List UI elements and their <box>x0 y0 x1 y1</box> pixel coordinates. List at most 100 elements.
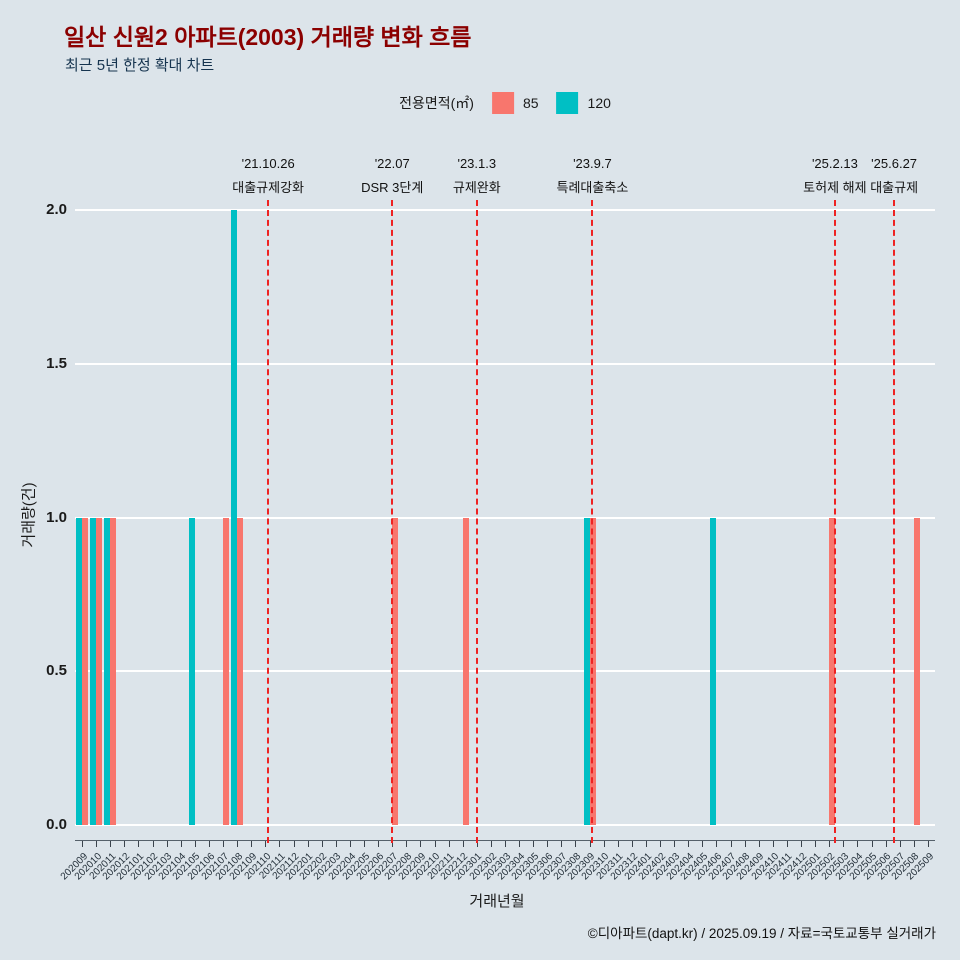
x-tick-mark <box>180 841 182 847</box>
event-line <box>833 200 836 843</box>
x-tick-mark <box>772 841 774 847</box>
event-label: 특례대출축소 <box>556 180 629 195</box>
y-tick-label-0.5: 0.5 <box>46 662 67 680</box>
x-tick-mark <box>166 841 168 847</box>
x-tick-mark <box>758 841 760 847</box>
x-tick-mark <box>462 841 464 847</box>
x-tick-mark <box>321 841 323 847</box>
x-tick-mark <box>406 841 408 847</box>
x-axis-title: 거래년월 <box>469 893 525 910</box>
x-tick-mark <box>899 841 901 847</box>
x-tick-mark <box>279 841 281 847</box>
legend-title: 전용면적(㎡) <box>399 95 474 111</box>
x-tick-mark <box>533 841 535 847</box>
x-tick-mark <box>786 841 788 847</box>
bar-85-202009 <box>82 517 89 825</box>
bar-120-202011 <box>104 517 111 825</box>
legend-label-85: 85 <box>522 95 539 111</box>
x-tick-mark <box>96 841 98 847</box>
bar-85-202010 <box>96 517 103 825</box>
x-tick-mark <box>843 841 845 847</box>
x-tick-mark <box>392 841 394 847</box>
x-tick-mark <box>561 841 563 847</box>
legend-swatch-85 <box>491 92 514 114</box>
x-tick-mark <box>744 841 746 847</box>
event-line <box>267 200 270 843</box>
y-tick-label-0.0: 0.0 <box>46 816 67 833</box>
bar-120-202105 <box>188 517 195 825</box>
bar-85-202212 <box>462 517 469 825</box>
legend-item-85: 85 <box>491 92 539 114</box>
event-date: '25.6.27 <box>871 156 918 171</box>
bar-85-202508 <box>913 517 920 825</box>
x-tick-mark <box>829 841 831 847</box>
x-tick-mark <box>378 841 380 847</box>
x-tick-mark <box>885 841 887 847</box>
event-label: 대출규제강화 <box>232 180 305 195</box>
gridline-0.5 <box>75 670 935 673</box>
gridline-1.5 <box>75 362 935 365</box>
event-label: DSR 3단계 <box>361 180 424 195</box>
event-date: '25.2.13 <box>811 156 858 171</box>
x-tick-mark <box>603 841 605 847</box>
bar-85-202207 <box>392 517 399 825</box>
bar-85-202011 <box>110 517 117 825</box>
legend-swatch-120 <box>556 92 579 114</box>
x-tick-mark <box>124 841 126 847</box>
y-tick-label-2.0: 2.0 <box>46 201 67 218</box>
legend-item-120: 120 <box>556 92 611 114</box>
x-tick-mark <box>152 841 154 847</box>
x-tick-mark <box>913 841 915 847</box>
x-tick-mark <box>660 841 662 847</box>
bar-85-202107 <box>223 517 230 825</box>
y-tick-label-1.0: 1.0 <box>46 508 67 526</box>
x-tick-mark <box>688 841 690 847</box>
x-tick-mark <box>519 841 521 847</box>
event-line <box>893 200 896 843</box>
gridline-0.0 <box>75 824 935 826</box>
x-tick-mark <box>82 841 84 847</box>
x-tick-mark <box>815 841 817 847</box>
x-tick-mark <box>617 841 619 847</box>
x-tick-mark <box>265 841 267 847</box>
x-tick-mark <box>645 841 647 847</box>
x-tick-mark <box>730 841 732 847</box>
legend: 전용면적(㎡) 85 120 <box>399 92 611 114</box>
gridline-2.0 <box>75 209 935 211</box>
bar-120-202309 <box>583 517 590 825</box>
x-tick-mark <box>505 841 506 847</box>
bar-120-202108 <box>231 210 238 825</box>
event-label: 규제완화 <box>452 180 501 195</box>
event-label: 대출규제 <box>870 180 919 195</box>
x-axis-line <box>75 840 935 841</box>
x-tick-mark <box>208 841 210 847</box>
x-tick-mark <box>674 841 676 847</box>
x-tick-mark <box>476 841 478 847</box>
legend-label-120: 120 <box>587 95 611 111</box>
x-tick-mark <box>448 841 450 847</box>
event-date: '23.9.7 <box>573 156 612 171</box>
bar-120-202009 <box>76 517 83 825</box>
x-tick-mark <box>857 841 859 847</box>
event-label: 토허제 해제 <box>803 180 867 195</box>
bar-85-202502 <box>829 517 836 825</box>
event-line <box>391 200 394 843</box>
x-tick-mark <box>349 841 351 847</box>
x-tick-mark <box>434 841 436 847</box>
footer-credit: ©디아파트(dapt.kr) / 2025.09.19 / 자료=국토교통부 실… <box>587 926 936 941</box>
event-date: '23.1.3 <box>457 156 497 171</box>
page-title: 일산 신원2 아파트(2003) 거래량 변화 흐름 <box>64 24 472 50</box>
x-tick-mark <box>490 841 492 847</box>
gridline-1.0 <box>75 516 935 519</box>
x-tick-mark <box>138 841 140 847</box>
x-tick-mark <box>702 841 704 847</box>
event-date: '21.10.26 <box>241 156 295 171</box>
x-tick-mark <box>194 841 196 847</box>
page-subtitle: 최근 5년 한정 확대 차트 <box>65 57 215 74</box>
x-tick-mark <box>223 841 225 847</box>
x-tick-mark <box>420 841 422 847</box>
x-tick-mark <box>871 841 873 847</box>
event-date: '22.07 <box>374 156 410 171</box>
x-tick-mark <box>631 841 633 847</box>
